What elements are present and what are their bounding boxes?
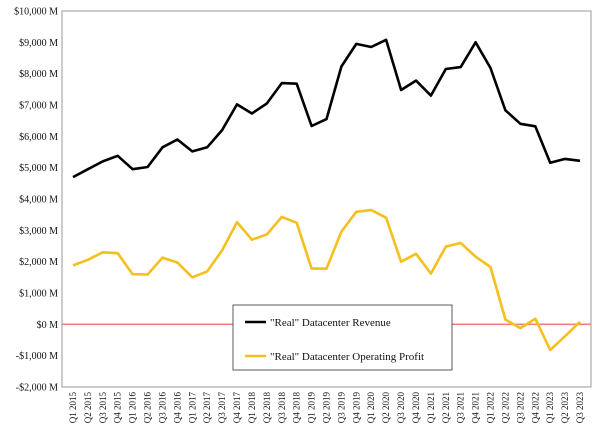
x-tick-label: Q4 2019 (351, 392, 361, 424)
x-tick-label: Q3 2022 (515, 392, 525, 423)
y-tick-label: -$2,000 M (16, 383, 58, 394)
x-tick-label: Q4 2015 (113, 392, 123, 424)
x-tick-label: Q1 2020 (366, 392, 376, 424)
y-tick-label: $0 M (37, 320, 59, 331)
y-tick-label: $8,000 M (19, 69, 58, 80)
x-tick-label: Q3 2015 (98, 392, 108, 424)
y-tick-label: $1,000 M (19, 289, 58, 300)
x-axis-ticks: Q1 2015 Q2 2015 Q3 2015 Q4 2015 Q1 2016 Q2 20… (68, 392, 585, 424)
x-tick-label: Q4 2021 (471, 392, 481, 423)
y-tick-label: -$1,000 M (16, 351, 58, 362)
y-tick-label: $9,000 M (19, 38, 58, 49)
legend-box (232, 304, 453, 371)
x-tick-label: Q4 2016 (172, 392, 182, 424)
x-tick-label: Q2 2021 (441, 392, 451, 423)
y-tick-label: $2,000 M (19, 257, 58, 268)
x-tick-label: Q1 2017 (187, 392, 197, 424)
x-tick-label: Q3 2023 (575, 392, 585, 424)
x-tick-label: Q1 2018 (247, 392, 257, 424)
x-tick-label: Q4 2018 (292, 392, 302, 424)
x-tick-label: Q3 2018 (277, 392, 287, 424)
legend-label-revenue: "Real" Datacenter Revenue (270, 317, 391, 329)
series-line-operating-profit (72, 208, 581, 352)
x-tick-label: Q1 2022 (486, 392, 496, 423)
x-tick-label: Q3 2020 (396, 392, 406, 424)
y-axis-ticks: -$2,000 M -$1,000 M $0 M $1,000 M $2,000 M $3… (14, 7, 58, 394)
x-tick-label: Q3 2017 (217, 392, 227, 424)
x-tick-label: Q1 2016 (128, 392, 138, 424)
plot-frame (61, 10, 592, 388)
x-tick-label: Q2 2018 (262, 392, 272, 424)
series-lines (72, 38, 581, 352)
x-tick-label: Q1 2015 (68, 392, 78, 424)
y-tick-label: $10,000 M (14, 7, 58, 18)
x-tick-label: Q1 2021 (426, 392, 436, 423)
series-line-revenue (72, 38, 581, 179)
y-tick-label: $4,000 M (19, 195, 58, 206)
x-tick-label: Q2 2019 (322, 392, 332, 424)
x-tick-label: Q4 2022 (530, 392, 540, 423)
x-tick-label: Q2 2020 (381, 392, 391, 424)
x-tick-label: Q4 2017 (232, 392, 242, 424)
y-tick-label: $7,000 M (19, 101, 58, 112)
y-tick-label: $5,000 M (19, 163, 58, 174)
x-tick-label: Q1 2023 (545, 392, 555, 424)
x-tick-label: Q2 2016 (143, 392, 153, 424)
x-tick-label: Q3 2021 (456, 392, 466, 423)
x-tick-label: Q2 2015 (83, 392, 93, 424)
y-tick-label: $6,000 M (19, 132, 58, 143)
x-tick-label: Q4 2020 (411, 392, 421, 424)
x-tick-label: Q2 2023 (560, 392, 570, 424)
x-tick-label: Q1 2019 (307, 392, 317, 424)
x-tick-label: Q2 2022 (500, 392, 510, 423)
x-tick-label: Q3 2019 (336, 392, 346, 424)
legend: "Real" Datacenter Revenue "Real" Datacen… (232, 304, 453, 371)
legend-label-operating-profit: "Real" Datacenter Operating Profit (270, 351, 424, 363)
y-tick-label: $3,000 M (19, 226, 58, 237)
x-tick-label: Q2 2017 (202, 392, 212, 424)
x-tick-label: Q3 2016 (157, 392, 167, 424)
